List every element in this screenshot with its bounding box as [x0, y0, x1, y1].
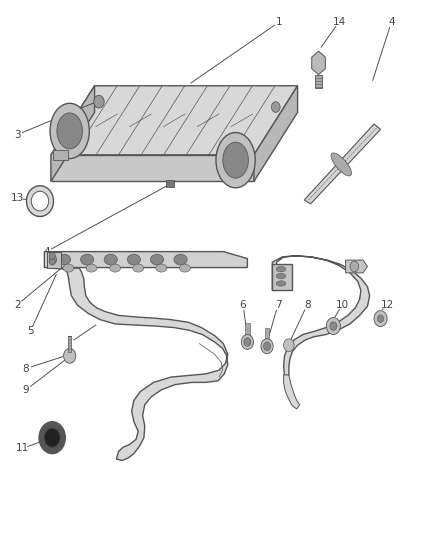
Ellipse shape: [223, 142, 248, 178]
Ellipse shape: [50, 103, 89, 159]
Text: 12: 12: [381, 300, 394, 310]
Circle shape: [272, 102, 280, 112]
Circle shape: [49, 257, 55, 265]
Circle shape: [49, 252, 55, 260]
Ellipse shape: [174, 254, 187, 265]
Circle shape: [241, 335, 254, 350]
Circle shape: [49, 255, 57, 264]
Polygon shape: [49, 268, 228, 461]
Text: 5: 5: [27, 326, 34, 336]
Circle shape: [44, 428, 60, 447]
Text: 6: 6: [240, 300, 246, 310]
Ellipse shape: [127, 254, 141, 265]
Text: 9: 9: [23, 385, 29, 395]
Text: 4: 4: [43, 247, 50, 256]
Circle shape: [39, 422, 65, 454]
Polygon shape: [51, 86, 95, 181]
Ellipse shape: [110, 264, 120, 272]
Ellipse shape: [57, 254, 71, 265]
Ellipse shape: [216, 133, 255, 188]
Polygon shape: [254, 86, 297, 181]
Ellipse shape: [133, 264, 144, 272]
Polygon shape: [53, 150, 68, 160]
Text: 7: 7: [275, 300, 281, 310]
Polygon shape: [312, 51, 325, 75]
Circle shape: [378, 315, 384, 322]
Text: 1: 1: [276, 17, 283, 27]
Circle shape: [330, 322, 337, 330]
Polygon shape: [166, 180, 174, 187]
Ellipse shape: [156, 264, 167, 272]
Polygon shape: [51, 86, 297, 155]
Text: 11: 11: [16, 443, 29, 453]
Circle shape: [244, 338, 251, 346]
Polygon shape: [315, 75, 321, 88]
Text: 10: 10: [336, 300, 349, 310]
Ellipse shape: [57, 113, 82, 149]
Text: 4: 4: [388, 17, 395, 27]
Ellipse shape: [104, 254, 117, 265]
Polygon shape: [245, 324, 250, 338]
Polygon shape: [304, 124, 381, 204]
Ellipse shape: [63, 264, 74, 272]
Text: 13: 13: [11, 193, 24, 204]
Circle shape: [64, 349, 76, 364]
Ellipse shape: [86, 264, 97, 272]
Polygon shape: [68, 336, 71, 352]
Polygon shape: [272, 256, 370, 375]
Ellipse shape: [150, 254, 163, 265]
Text: 14: 14: [332, 17, 346, 27]
Ellipse shape: [180, 264, 191, 272]
Polygon shape: [46, 252, 61, 268]
Ellipse shape: [276, 281, 286, 286]
Polygon shape: [284, 375, 300, 409]
Ellipse shape: [31, 191, 49, 211]
Text: 3: 3: [14, 130, 21, 140]
Polygon shape: [265, 328, 269, 342]
Ellipse shape: [81, 254, 94, 265]
Circle shape: [326, 318, 340, 335]
Circle shape: [94, 95, 104, 108]
Polygon shape: [44, 252, 247, 268]
Text: 8: 8: [23, 364, 29, 374]
Polygon shape: [272, 264, 292, 290]
Circle shape: [264, 342, 271, 351]
Ellipse shape: [276, 266, 286, 272]
Ellipse shape: [26, 185, 53, 216]
Circle shape: [374, 311, 387, 327]
Ellipse shape: [276, 273, 286, 279]
Text: 8: 8: [304, 300, 311, 310]
Circle shape: [261, 339, 273, 354]
Polygon shape: [51, 155, 254, 181]
Circle shape: [284, 339, 294, 352]
Polygon shape: [346, 260, 367, 273]
Circle shape: [350, 261, 359, 272]
Text: 2: 2: [14, 300, 21, 310]
Ellipse shape: [331, 153, 352, 176]
